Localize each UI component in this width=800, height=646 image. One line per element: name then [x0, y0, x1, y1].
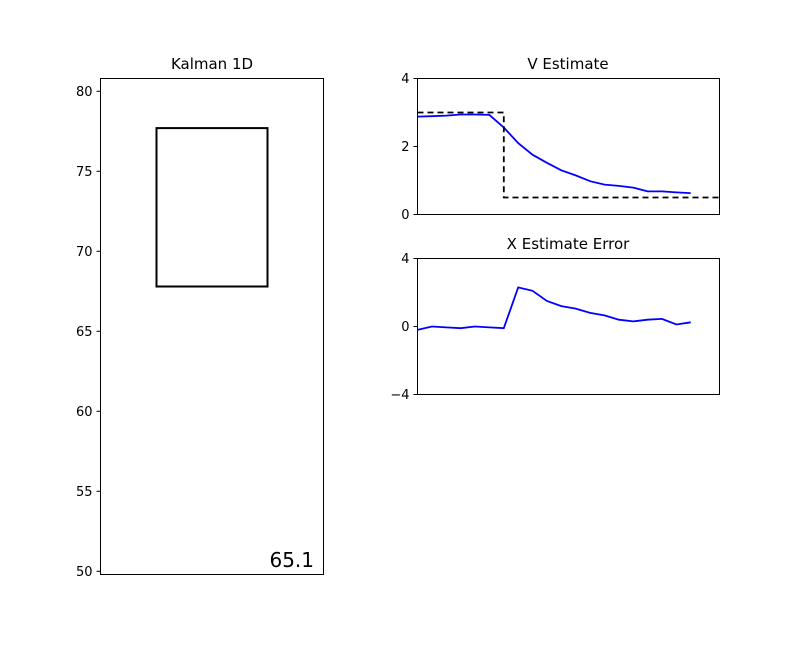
x-error-y-tick-label: −4: [390, 388, 409, 403]
kalman-1d-y-tick-label: 60: [76, 405, 93, 420]
v-estimate-y-tick-label: 4: [401, 72, 409, 87]
v-estimate-y-tick-label: 0: [401, 208, 409, 223]
v-estimate-line: [417, 113, 691, 194]
kalman-1d-title: Kalman 1D: [171, 55, 253, 73]
x-error-title: X Estimate Error: [507, 235, 630, 253]
v-estimate-title: V Estimate: [527, 55, 608, 73]
v-estimate-axes-frame: [417, 78, 720, 215]
x-error-y-ticks: 4 0 −4: [390, 252, 418, 403]
position-box: [155, 127, 269, 288]
x-error-series: [417, 286, 691, 331]
x-error-y-tick-label: 4: [401, 252, 409, 267]
kalman-1d-y-tick-label: 55: [76, 485, 93, 500]
kalman-1d-y-ticks: 80 75 70 65 60 55 50: [76, 85, 101, 580]
v-estimate-panel: V Estimate 4 2 0: [401, 55, 720, 223]
kalman-1d-y-tick-label: 65: [76, 325, 93, 340]
v-true-line: [417, 111, 720, 199]
x-error-axes-frame: [417, 258, 720, 395]
kalman-1d-y-tick-label: 50: [76, 565, 93, 580]
x-error-panel: X Estimate Error 4 0 −4: [390, 235, 720, 403]
kalman-1d-y-tick-label: 75: [76, 165, 93, 180]
kalman-1d-axes-frame: [100, 78, 324, 575]
x-error-y-tick-label: 0: [401, 320, 409, 335]
kalman-1d-panel: Kalman 1D 80 75 70 65 60 55 50 65.1: [76, 55, 324, 580]
v-estimate-series: [417, 111, 720, 199]
position-readout: 65.1: [269, 548, 314, 572]
kalman-1d-y-tick-label: 80: [76, 85, 93, 100]
v-estimate-y-tick-label: 2: [401, 140, 409, 155]
x-error-line: [417, 286, 691, 331]
kalman-1d-y-tick-label: 70: [76, 245, 93, 260]
v-estimate-y-ticks: 4 2 0: [401, 72, 418, 223]
